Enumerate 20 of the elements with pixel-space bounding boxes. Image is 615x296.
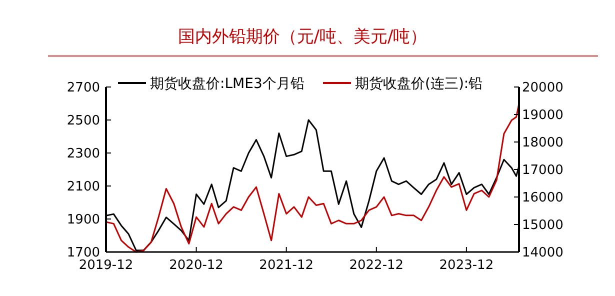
y2-tick-label: 17000 — [522, 163, 564, 178]
y2-tick-label: 16000 — [522, 190, 564, 206]
legend-label: 期货收盘价(连三):铅 — [355, 76, 483, 92]
y2-tick-label: 15000 — [522, 218, 564, 234]
y-tick-label: 2700 — [66, 80, 100, 96]
y2-tick-label: 18000 — [522, 136, 564, 151]
x-tick-label: 2023-12 — [439, 258, 494, 273]
x-tick-label: 2019-12 — [78, 258, 134, 273]
x-tick-label: 2020-12 — [169, 258, 224, 273]
chart-title: 国内外铅期价（元/吨、美元/吨） — [178, 27, 428, 47]
y2-tick-label: 19000 — [522, 108, 564, 124]
legend-label: 期货收盘价:LME3个月铅 — [150, 76, 304, 92]
x-tick-label: 2022-12 — [349, 258, 404, 273]
y2-tick-label: 14000 — [522, 246, 564, 261]
y2-tick-label: 20000 — [522, 80, 564, 96]
y-tick-label: 1900 — [66, 212, 100, 228]
y-tick-label: 2300 — [66, 146, 100, 162]
y-tick-label: 2100 — [66, 180, 100, 195]
x-tick-label: 2021-12 — [259, 258, 314, 273]
y-tick-label: 2500 — [66, 114, 100, 129]
